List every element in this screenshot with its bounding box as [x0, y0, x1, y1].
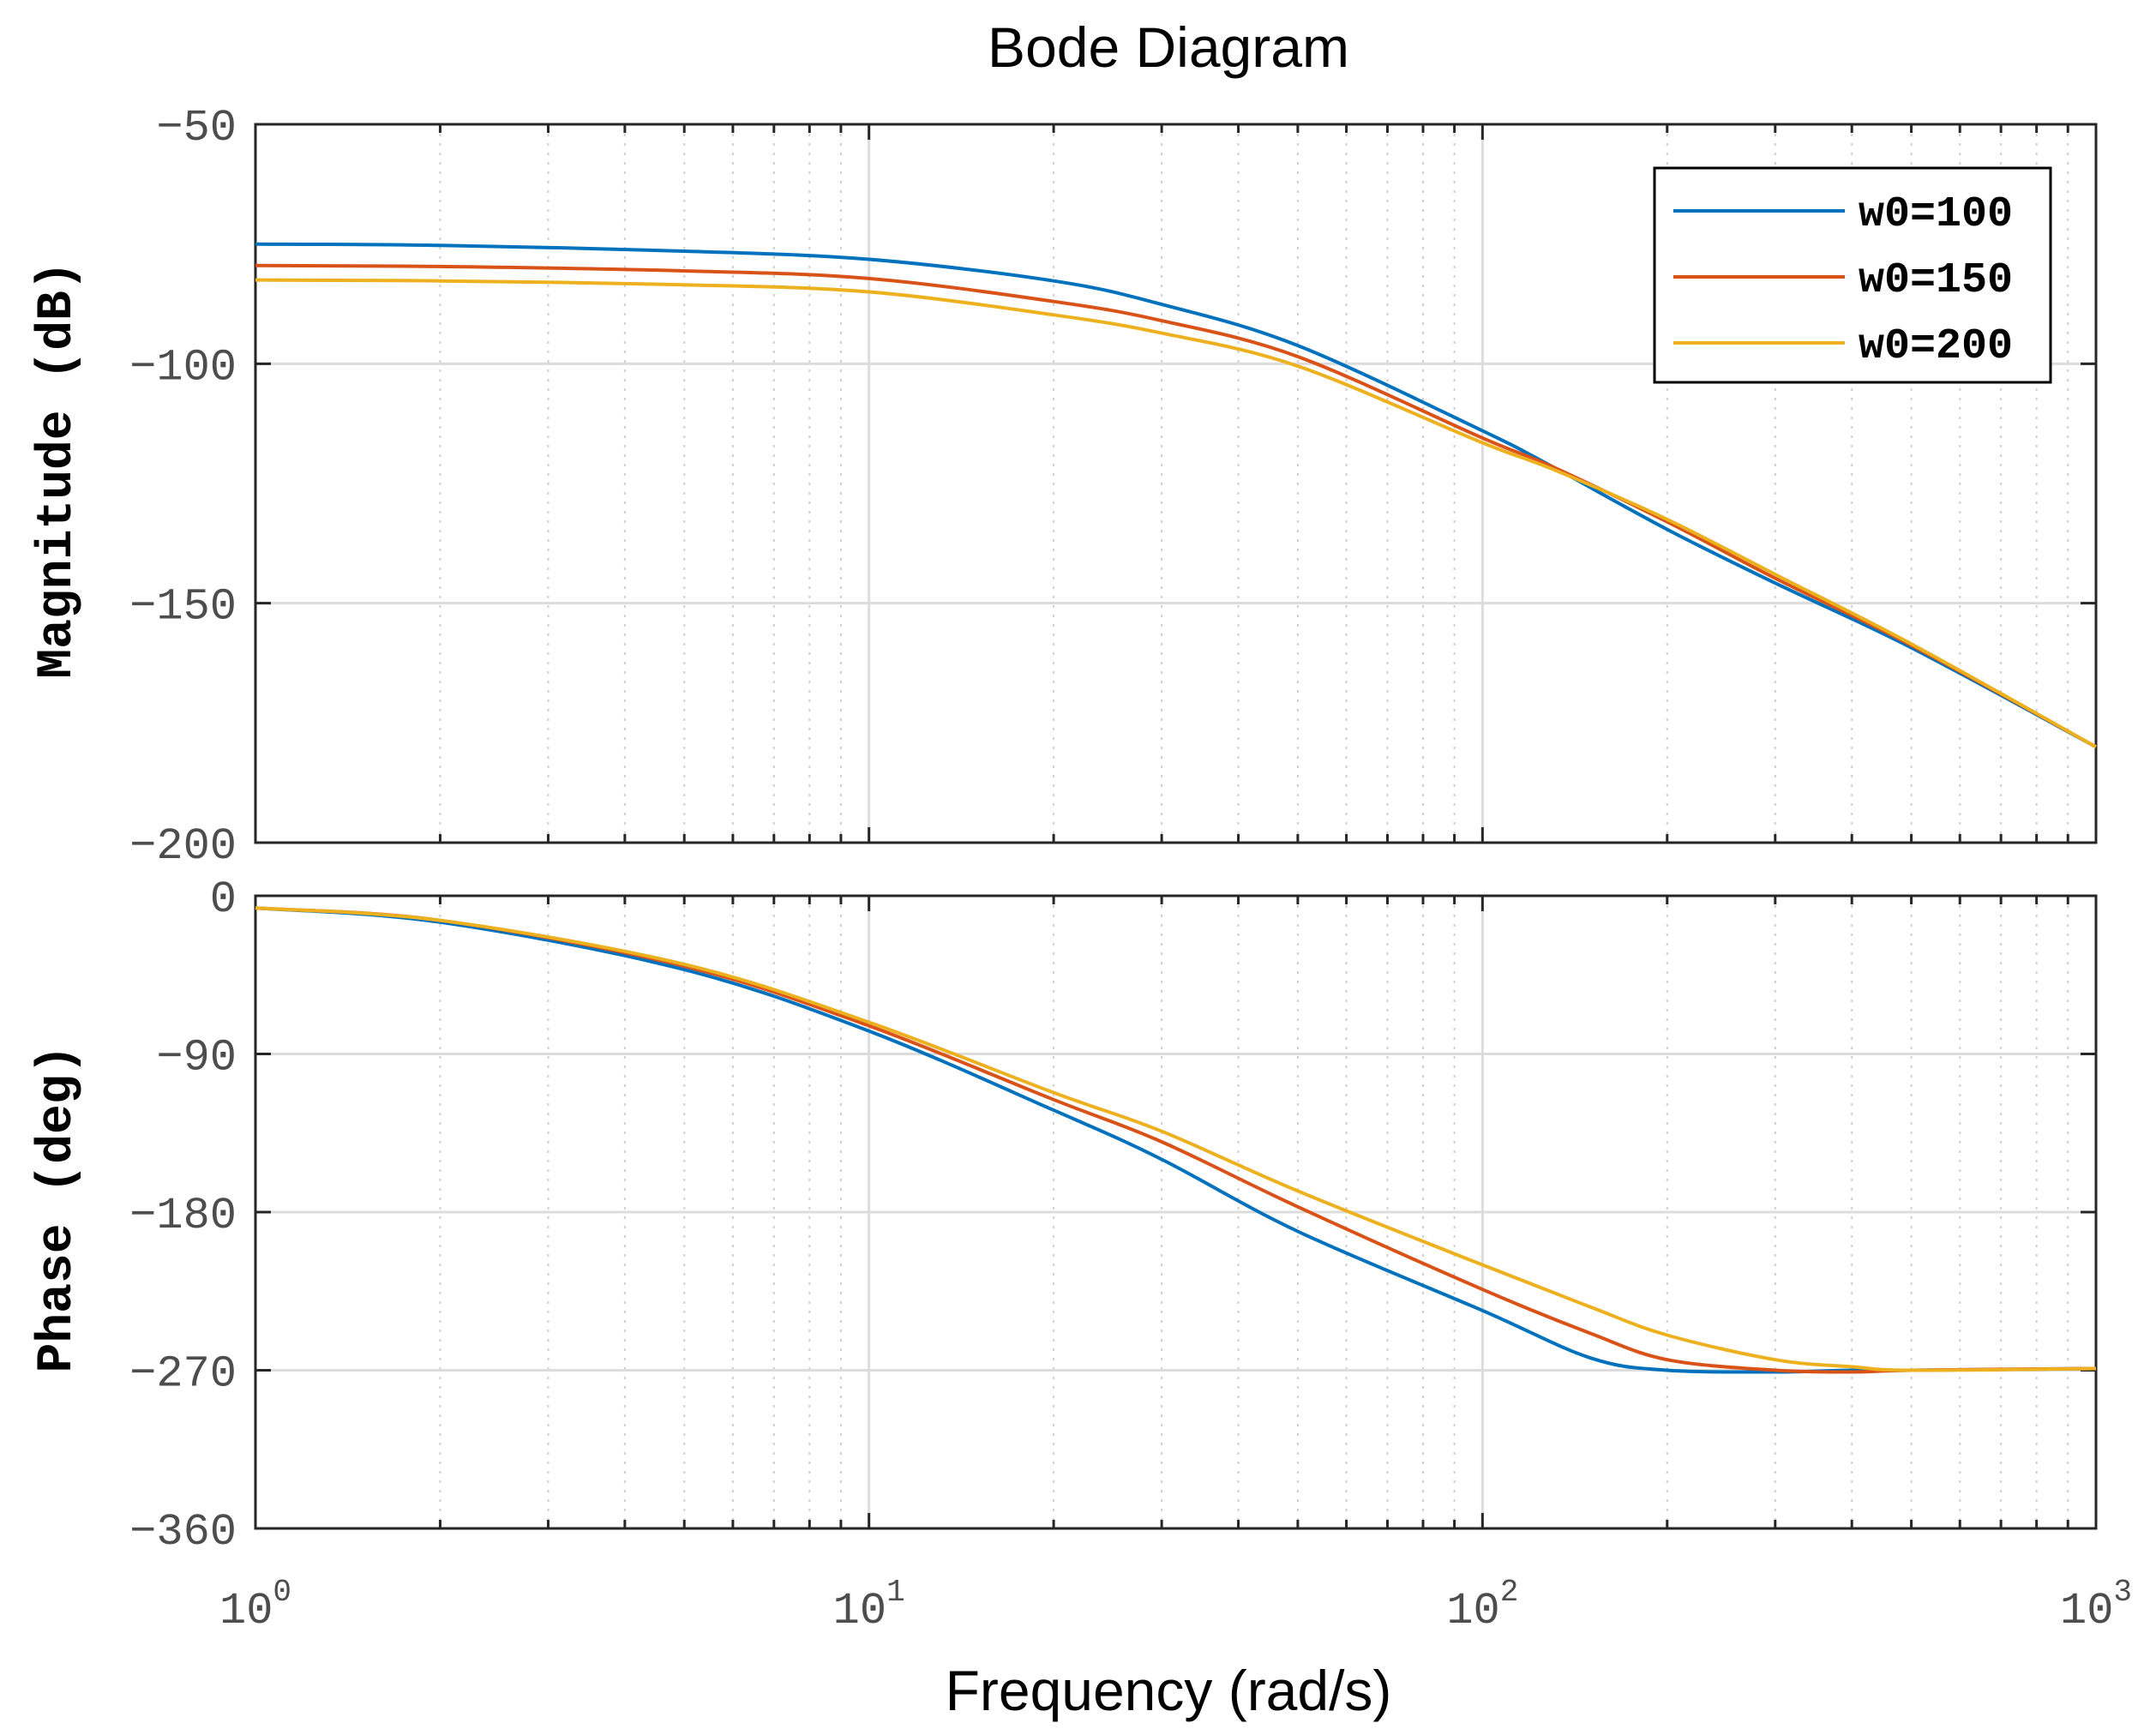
- legend-entry-w0=100: w0=100: [1859, 190, 2013, 239]
- phase-series-line-w0=200: [255, 906, 2097, 1372]
- magnitude-y-tick-label: −100: [129, 342, 237, 393]
- phase-y-tick-label: −270: [129, 1349, 237, 1400]
- x-tick-label: 102: [1446, 1575, 1518, 1636]
- x-tick-label: 101: [833, 1575, 905, 1636]
- phase-y-axis-label: Phase (deg): [30, 1045, 86, 1373]
- x-tick-label: 103: [2060, 1575, 2132, 1636]
- phase-axes: 0 −90 −180 −270 −360 100 101 102 103: [129, 874, 2132, 1636]
- phase-y-tick-label: 0: [210, 874, 237, 925]
- legend-entry-w0=200: w0=200: [1859, 322, 2013, 371]
- magnitude-frame: [254, 123, 2098, 844]
- magnitude-y-tick-label: −200: [129, 821, 237, 872]
- magnitude-y-axis-label: Magnitude (dB): [30, 261, 86, 678]
- phase-y-tick-label: −90: [156, 1033, 237, 1084]
- magnitude-y-tick-label: −50: [156, 103, 237, 153]
- phase-frame: [254, 894, 2098, 1530]
- magnitude-series-line-w0=200: [255, 278, 2097, 749]
- legend: w0=100 w0=150 w0=200: [1653, 166, 2052, 384]
- legend-entry-w0=150: w0=150: [1859, 256, 2013, 305]
- x-tick-label: 100: [219, 1575, 291, 1636]
- phase-y-tick-label: −180: [129, 1191, 237, 1241]
- magnitude-series-line-w0=150: [255, 263, 2097, 749]
- x-axis-label: Frequency (rad/s): [946, 1659, 1392, 1722]
- chart-title: Bode Diagram: [988, 15, 1349, 79]
- magnitude-y-tick-label: −150: [129, 582, 237, 633]
- phase-y-tick-label: −360: [129, 1507, 237, 1558]
- magnitude-series-line-w0=100: [255, 242, 2097, 749]
